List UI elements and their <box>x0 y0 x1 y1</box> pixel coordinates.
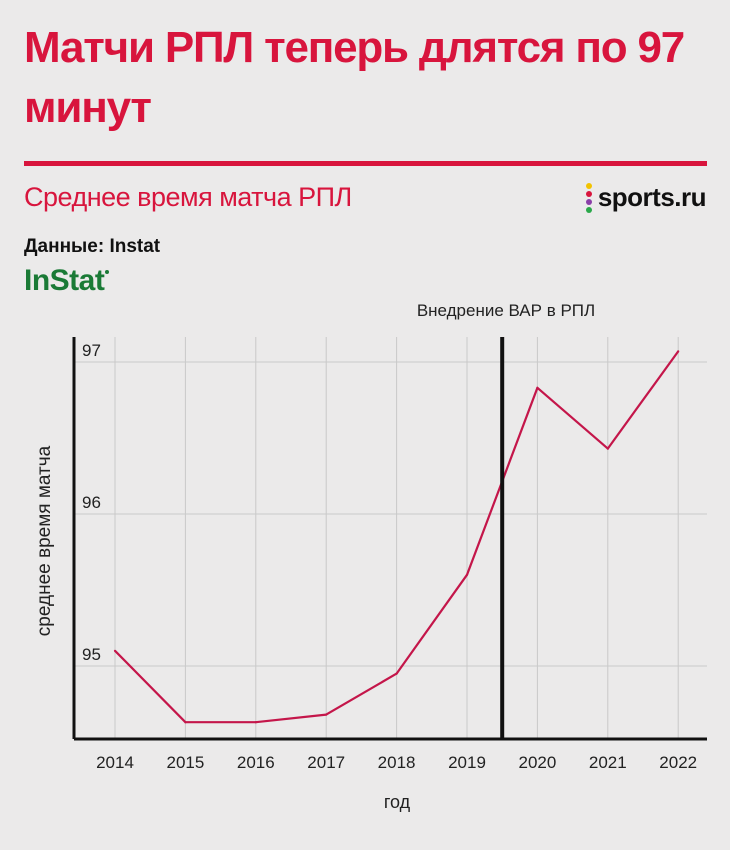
brand-dot <box>585 182 592 189</box>
data-point <box>677 350 680 353</box>
y-tick-label: 95 <box>82 645 101 664</box>
chart-subtitle: Среднее время матча РПЛ <box>24 182 352 212</box>
x-axis-title: год <box>384 792 411 812</box>
data-point <box>536 386 539 389</box>
data-point <box>113 649 117 652</box>
y-tick-label: 96 <box>82 493 101 512</box>
sports-ru-logo: sports.ru <box>585 182 707 213</box>
data-point <box>465 573 469 576</box>
x-tick-label: 2016 <box>237 753 275 772</box>
chart-title: Матчи РПЛ теперь длятся по 97 минут <box>24 23 685 132</box>
brand-dot <box>585 206 592 213</box>
data-point <box>184 721 187 724</box>
x-tick-label: 2015 <box>166 753 204 772</box>
x-tick-label: 2018 <box>378 753 416 772</box>
x-tick-label: 2014 <box>96 753 134 772</box>
y-axis-title: среднее время матча <box>34 445 55 636</box>
brand-dot <box>585 190 592 197</box>
data-point <box>254 721 257 724</box>
title-divider <box>24 161 707 166</box>
data-point <box>606 447 609 450</box>
data-source-label: Данные: Instat <box>24 236 161 257</box>
brand-name: sports.ru <box>597 182 707 212</box>
instat-logo-text: InStat <box>24 264 105 297</box>
instat-logo-dot-icon <box>105 270 110 274</box>
data-point <box>395 672 398 675</box>
y-tick-label: 97 <box>82 341 101 360</box>
var-annotation-label: Внедрение ВАР в РПЛ <box>417 301 595 320</box>
x-tick-label: 2020 <box>518 753 556 772</box>
brand-dots-icon <box>585 182 592 213</box>
x-tick-label: 2022 <box>659 753 697 772</box>
brand-dot <box>585 198 592 205</box>
x-tick-label: 2019 <box>448 753 486 772</box>
x-tick-label: 2021 <box>589 753 627 772</box>
instat-logo: InStat <box>24 264 110 298</box>
x-tick-label: 2017 <box>307 753 345 772</box>
data-point <box>325 713 328 716</box>
